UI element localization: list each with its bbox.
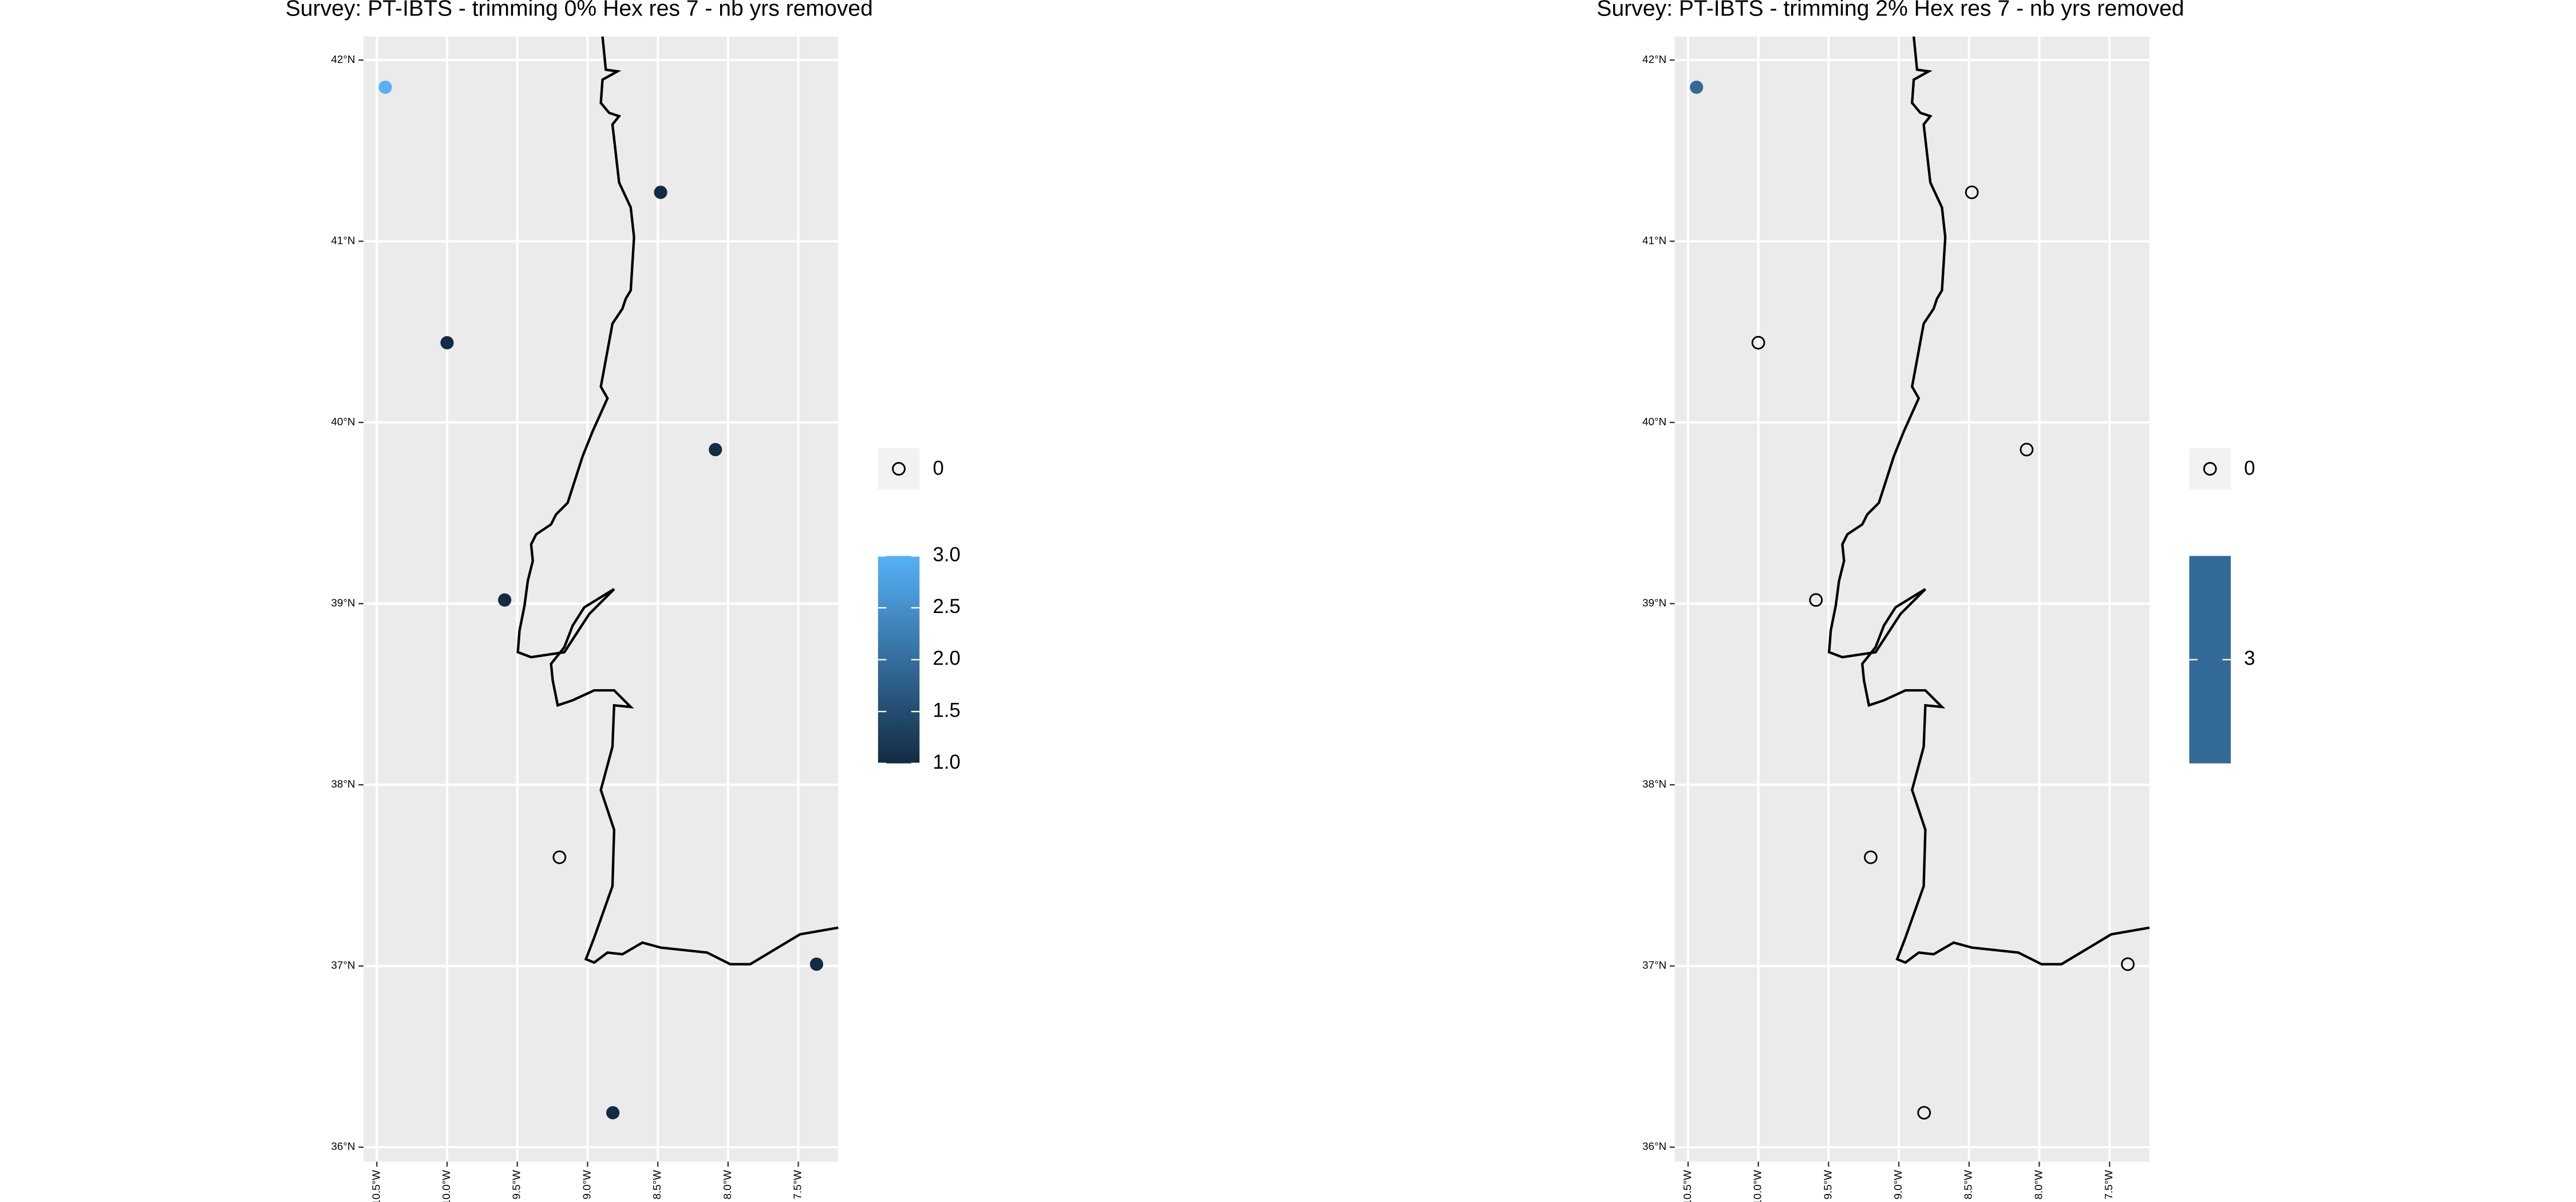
station-point: [1751, 335, 1765, 350]
station-point: [2020, 442, 2034, 457]
station-point: [2121, 957, 2135, 971]
y-tick-label: 40°N: [331, 416, 355, 428]
y-tick-label: 41°N: [1642, 234, 1666, 246]
y-tick-label: 37°N: [1642, 959, 1666, 971]
x-tick-label: 9.5°W: [1822, 1170, 1834, 1200]
x-tick-label: 10.0°W: [1752, 1170, 1764, 1202]
x-tick-label: 9.0°W: [580, 1170, 592, 1200]
y-tick-label: 38°N: [331, 778, 355, 790]
colorbar-label: 1.0: [933, 752, 961, 773]
y-tick-label: 36°N: [331, 1140, 355, 1152]
station-point: [1809, 593, 1823, 607]
x-tick-label: 8.0°W: [2032, 1170, 2044, 1200]
legend-label: 0: [2244, 458, 2255, 480]
y-tick-label: 38°N: [1642, 778, 1666, 790]
coastline: [1827, 36, 2150, 966]
legend-key: [878, 448, 920, 490]
colorbar-label: 3: [2244, 648, 2255, 670]
x-tick-label: 8.0°W: [721, 1170, 733, 1200]
x-tick-label: 7.5°W: [792, 1170, 804, 1200]
coastline: [516, 36, 839, 966]
y-tick-label: 37°N: [331, 959, 355, 971]
station-point: [809, 957, 824, 971]
x-tick-label: 8.5°W: [1962, 1170, 1974, 1200]
y-tick-label: 41°N: [331, 234, 355, 246]
colorbar-label: 3.0: [933, 544, 961, 566]
y-tick-label: 40°N: [1642, 416, 1666, 428]
station-point: [498, 593, 512, 607]
station-point: [709, 442, 722, 457]
plot-background: [363, 36, 839, 1162]
station-point: [440, 336, 454, 350]
x-tick-label: 10.5°W: [370, 1170, 382, 1202]
chart-title: Survey: PT-IBTS - trimming 2% Hex res 7 …: [1597, 0, 2184, 21]
colorbar-label: 2.0: [933, 648, 961, 670]
x-tick-label: 10.5°W: [1681, 1170, 1693, 1202]
station-point: [1965, 185, 1979, 199]
x-tick-label: 9.5°W: [511, 1170, 523, 1200]
colorbar-label: 1.5: [933, 699, 961, 721]
station-point: [1864, 850, 1878, 864]
map-panel: Survey: PT-IBTS - trimming 2% Hex res 7 …: [1597, 0, 2255, 1202]
x-tick-label: 10.0°W: [440, 1170, 452, 1202]
chart-title: Survey: PT-IBTS - trimming 0% Hex res 7 …: [286, 0, 873, 21]
map-panel: Survey: PT-IBTS - trimming 0% Hex res 7 …: [286, 0, 961, 1202]
x-tick-label: 7.5°W: [2103, 1170, 2115, 1200]
y-tick-label: 39°N: [1642, 597, 1666, 609]
station-point: [1690, 80, 1704, 94]
legend-key: [2189, 448, 2231, 490]
station-point: [552, 850, 567, 864]
y-tick-label: 42°N: [331, 53, 355, 65]
station-point: [654, 185, 667, 199]
x-tick-label: 9.0°W: [1892, 1170, 1904, 1200]
station-point: [606, 1106, 620, 1120]
legend-symbol: [2203, 462, 2217, 476]
x-tick-label: 8.5°W: [651, 1170, 663, 1200]
y-tick-label: 39°N: [331, 597, 355, 609]
colorbar-label: 2.5: [933, 596, 961, 618]
station-point: [378, 80, 392, 94]
station-point: [1917, 1106, 1931, 1120]
y-tick-label: 42°N: [1642, 53, 1666, 65]
y-tick-label: 36°N: [1642, 1140, 1666, 1152]
legend-symbol: [892, 462, 906, 476]
legend-label: 0: [933, 458, 944, 480]
plot-background: [1674, 36, 2150, 1162]
